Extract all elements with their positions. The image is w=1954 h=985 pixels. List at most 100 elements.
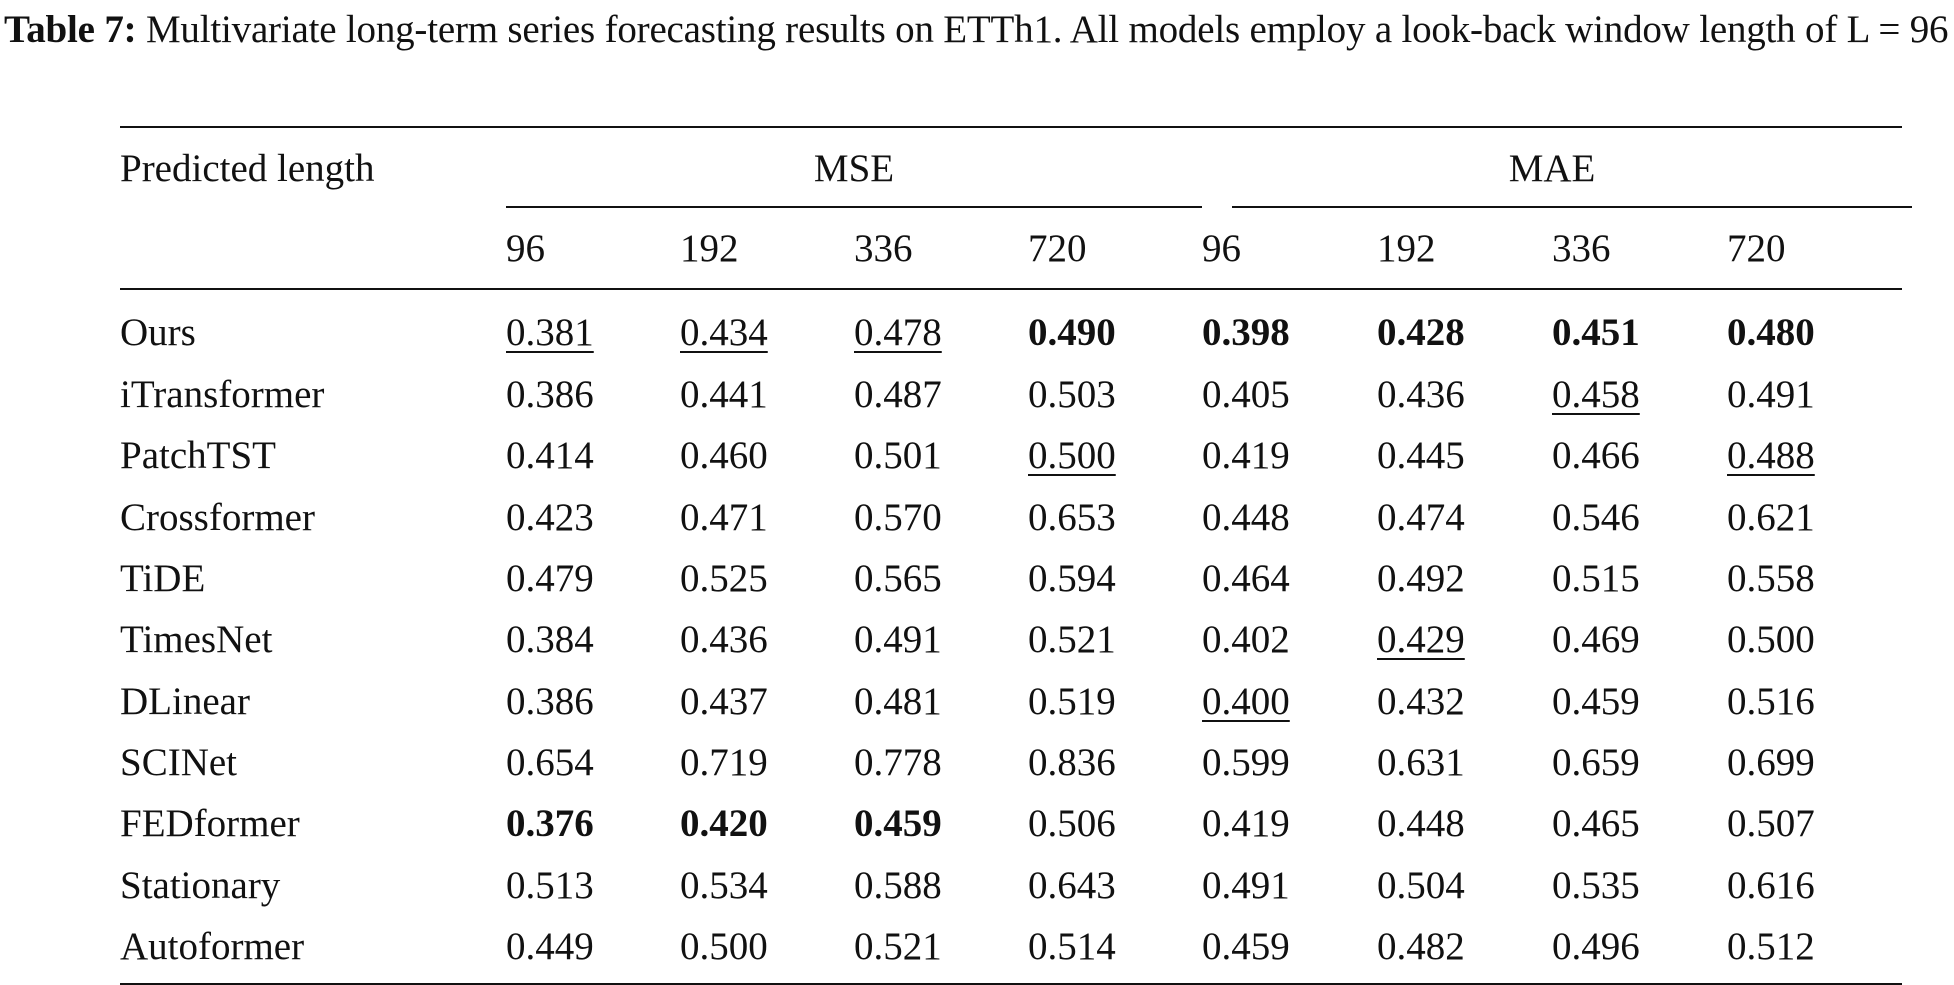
metric-value: 0.500 [680,924,768,968]
metric-value: 0.503 [1028,373,1116,417]
metric-cell: 0.469 [1552,609,1727,670]
metric-cell: 0.654 [506,732,680,793]
metric-cell: 0.500 [1727,609,1902,670]
metric-value: 0.436 [680,618,768,662]
horizon-header: 336 [854,226,913,270]
metric-value: 0.534 [680,863,768,907]
group-header-mae: MAE [1202,126,1913,208]
table-row: Autoformer 0.449 0.500 0.521 0.514 0.459 0.482… [120,915,1903,985]
table-row: iTransformer 0.386 0.441 0.487 0.503 0.405 0.4… [120,364,1902,425]
horizon-header: 192 [680,226,739,270]
metric-value: 0.478 [854,310,942,354]
metric-cell: 0.451 [1552,288,1728,364]
metric-cell: 0.491 [1727,364,1902,425]
metric-cell: 0.465 [1552,793,1727,854]
metric-value: 0.471 [680,495,768,539]
metric-cell: 0.464 [1202,548,1377,609]
caption-label: Table 7: [4,8,137,51]
metric-value: 0.400 [1202,679,1290,723]
metric-value: 0.459 [1202,924,1290,968]
metric-cell: 0.631 [1377,732,1552,793]
metric-value: 0.436 [1377,373,1465,417]
metric-cell: 0.419 [1202,793,1377,854]
metric-value: 0.449 [506,924,594,968]
metric-value: 0.481 [854,679,942,723]
metric-cell: 0.459 [1552,670,1727,731]
metric-value: 0.490 [1028,310,1116,354]
metric-cell: 0.376 [506,793,680,854]
metric-value: 0.432 [1377,679,1465,723]
metric-cell: 0.458 [1552,364,1727,425]
metric-value: 0.384 [506,618,594,662]
metric-cell: 0.460 [680,425,854,486]
metric-cell: 0.474 [1377,487,1552,548]
metric-cell: 0.594 [1028,548,1202,609]
metric-cell: 0.643 [1028,854,1202,915]
metric-value: 0.441 [680,373,768,417]
metric-cell: 0.778 [854,732,1028,793]
metric-value: 0.488 [1727,434,1815,478]
table-row: TimesNet 0.384 0.436 0.491 0.521 0.402 0.429 0.… [120,609,1902,670]
metric-cell: 0.516 [1727,670,1902,731]
metric-cell: 0.459 [1202,915,1378,985]
metric-cell: 0.588 [854,854,1028,915]
metric-value: 0.506 [1028,802,1116,846]
metric-cell: 0.400 [1202,670,1377,731]
metric-cell: 0.491 [1202,854,1377,915]
metric-value: 0.474 [1377,495,1465,539]
metric-value: 0.419 [1202,802,1290,846]
table-row: PatchTST 0.414 0.460 0.501 0.500 0.419 0.445 0.… [120,425,1902,486]
table-body: Ours 0.381 0.434 0.478 0.490 0.398 0.428 0.451 0… [120,288,1903,985]
metric-value: 0.459 [854,802,942,846]
metric-value: 0.434 [680,310,768,354]
metric-value: 0.491 [1202,863,1290,907]
metric-value: 0.836 [1028,740,1116,784]
metric-value: 0.621 [1727,495,1815,539]
metric-cell: 0.534 [680,854,854,915]
metric-cell: 0.448 [1202,487,1377,548]
metric-cell: 0.515 [1552,548,1727,609]
metric-cell: 0.521 [854,915,1028,985]
metric-cell: 0.402 [1202,609,1377,670]
horizon-header: 720 [1028,226,1087,270]
metric-value: 0.516 [1727,679,1815,723]
metric-cell: 0.496 [1552,915,1728,985]
metric-cell: 0.487 [854,364,1028,425]
metric-cell: 0.466 [1552,425,1727,486]
metric-cell: 0.836 [1028,732,1202,793]
metric-cell: 0.488 [1727,425,1902,486]
table-row: FEDformer 0.376 0.420 0.459 0.506 0.419 0.448 0… [120,793,1902,854]
metric-cell: 0.507 [1727,793,1902,854]
table-row: SCINet 0.654 0.719 0.778 0.836 0.599 0.631 0.65… [120,732,1902,793]
metric-value: 0.376 [506,802,594,846]
metric-cell: 0.519 [1028,670,1202,731]
model-name: TiDE [120,557,206,601]
metric-cell: 0.420 [680,793,854,854]
metric-cell: 0.471 [680,487,854,548]
metric-value: 0.445 [1377,434,1465,478]
metric-value: 0.631 [1377,740,1465,784]
metric-value: 0.643 [1028,863,1116,907]
metric-cell: 0.459 [854,793,1028,854]
metric-value: 0.594 [1028,557,1116,601]
metric-value: 0.616 [1727,863,1815,907]
metric-cell: 0.414 [506,425,680,486]
metric-cell: 0.405 [1202,364,1377,425]
metric-value: 0.459 [1552,679,1640,723]
metric-value: 0.448 [1377,802,1465,846]
metric-cell: 0.490 [1028,288,1203,364]
metric-cell: 0.429 [1377,609,1552,670]
metric-value: 0.420 [680,802,768,846]
metric-cell: 0.480 [1727,288,1903,364]
metric-value: 0.496 [1552,924,1640,968]
metric-cell: 0.546 [1552,487,1727,548]
table-row: DLinear 0.386 0.437 0.481 0.519 0.400 0.432 0.4… [120,670,1902,731]
results-table: Predicted length MSE MAE 96 192 336 720 … [120,126,1913,985]
horizon-header: 96 [506,226,545,270]
metric-value: 0.512 [1727,924,1815,968]
metric-cell: 0.506 [1028,793,1202,854]
metric-value: 0.492 [1377,557,1465,601]
metric-cell: 0.419 [1202,425,1377,486]
metric-cell: 0.449 [506,915,680,985]
metric-cell: 0.386 [506,364,680,425]
